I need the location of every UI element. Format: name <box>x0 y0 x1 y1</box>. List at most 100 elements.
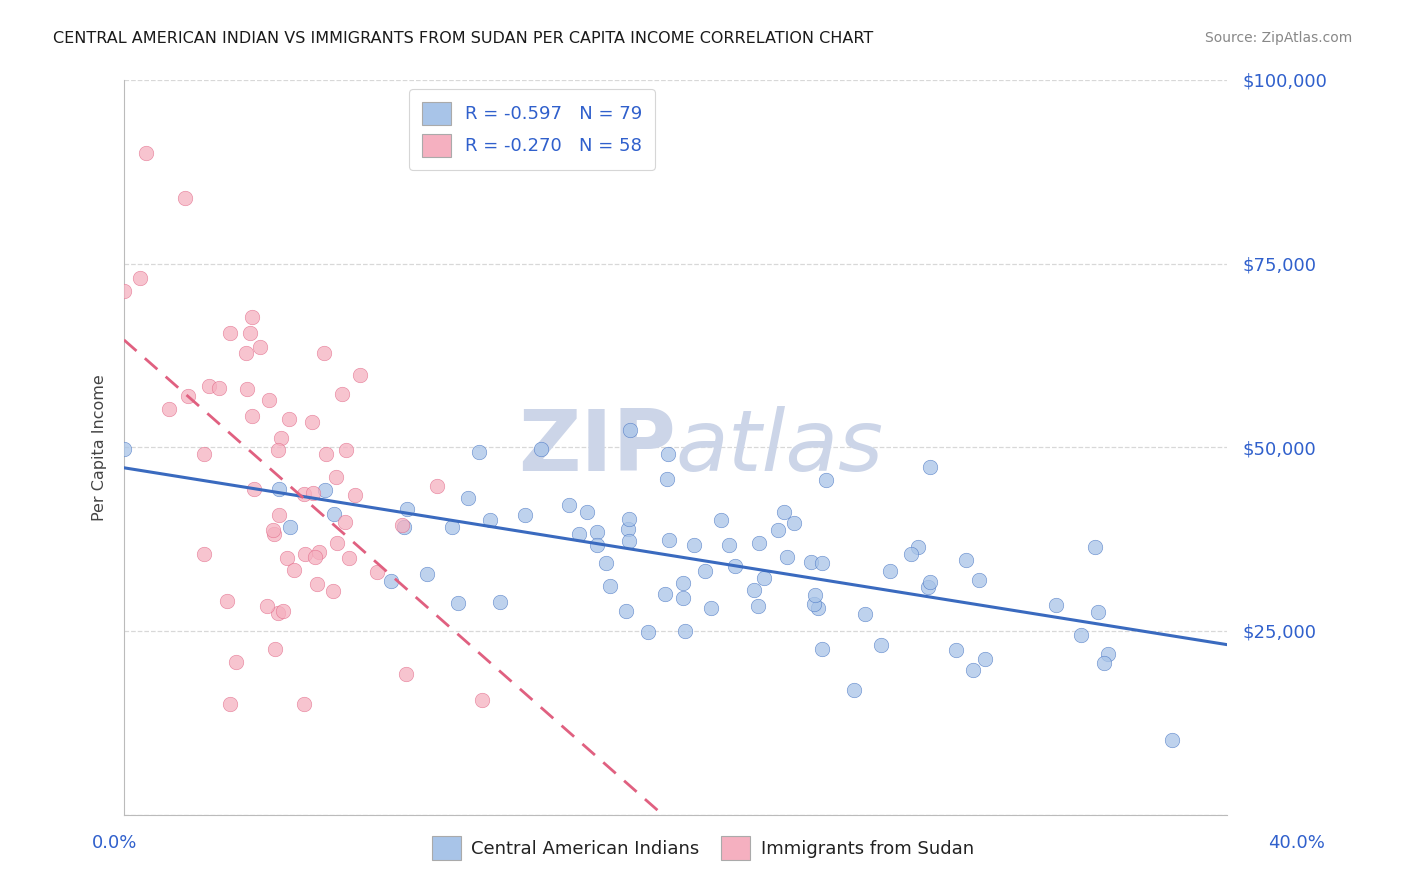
Point <box>292 487 315 501</box>
Point <box>312 346 335 360</box>
Point <box>870 638 893 652</box>
Point <box>804 588 827 602</box>
Point <box>292 698 315 712</box>
Point <box>920 574 942 589</box>
Point <box>672 576 695 591</box>
Point <box>695 564 717 578</box>
Point <box>173 190 195 204</box>
Point <box>457 491 479 505</box>
Point <box>177 388 200 402</box>
Point <box>599 579 621 593</box>
Point <box>614 604 637 618</box>
Point <box>208 381 231 395</box>
Point <box>335 443 357 458</box>
Point <box>723 558 745 573</box>
Point <box>271 604 294 618</box>
Point <box>343 488 366 502</box>
Point <box>270 432 292 446</box>
Point <box>803 597 825 611</box>
Text: 40.0%: 40.0% <box>1268 834 1324 852</box>
Point <box>585 538 607 552</box>
Point <box>308 545 330 559</box>
Text: Source: ZipAtlas.com: Source: ZipAtlas.com <box>1205 31 1353 45</box>
Point <box>239 326 262 340</box>
Legend: R = -0.597   N = 79, R = -0.270   N = 58: R = -0.597 N = 79, R = -0.270 N = 58 <box>409 89 655 169</box>
Point <box>267 483 290 497</box>
Legend: Central American Indians, Immigrants from Sudan: Central American Indians, Immigrants fro… <box>425 830 981 867</box>
Point <box>718 538 741 552</box>
Point <box>658 533 681 547</box>
Point <box>380 574 402 588</box>
Point <box>752 571 775 585</box>
Point <box>426 478 449 492</box>
Point <box>1084 540 1107 554</box>
Point <box>478 513 501 527</box>
Point <box>766 523 789 537</box>
Point <box>575 505 598 519</box>
Point <box>710 514 733 528</box>
Point <box>276 551 298 566</box>
Point <box>278 519 301 533</box>
Point <box>283 563 305 577</box>
Point <box>814 473 837 487</box>
Point <box>198 378 221 392</box>
Point <box>969 574 991 588</box>
Point <box>673 624 696 638</box>
Point <box>128 270 150 285</box>
Point <box>853 607 876 622</box>
Point <box>974 652 997 666</box>
Point <box>446 596 468 610</box>
Point <box>278 412 301 426</box>
Point <box>315 447 337 461</box>
Point <box>395 501 418 516</box>
Point <box>219 698 242 712</box>
Point <box>135 146 157 161</box>
Point <box>1070 628 1092 642</box>
Point <box>301 486 323 500</box>
Point <box>595 557 617 571</box>
Point <box>294 547 316 561</box>
Point <box>742 582 765 597</box>
Point <box>844 682 866 697</box>
Point <box>683 538 706 552</box>
Point <box>1045 598 1067 612</box>
Point <box>962 663 984 677</box>
Point <box>314 483 336 497</box>
Point <box>617 522 640 536</box>
Text: CENTRAL AMERICAN INDIAN VS IMMIGRANTS FROM SUDAN PER CAPITA INCOME CORRELATION C: CENTRAL AMERICAN INDIAN VS IMMIGRANTS FR… <box>53 31 873 46</box>
Point <box>657 471 679 485</box>
Point <box>879 565 901 579</box>
Point <box>467 445 489 459</box>
Point <box>392 520 415 534</box>
Point <box>568 527 591 541</box>
Point <box>366 566 388 580</box>
Point <box>1160 732 1182 747</box>
Point <box>637 624 659 639</box>
Point <box>157 402 180 417</box>
Point <box>747 599 769 614</box>
Point <box>619 512 641 526</box>
Point <box>301 415 323 429</box>
Point <box>748 536 770 550</box>
Point <box>193 547 215 561</box>
Point <box>257 392 280 407</box>
Point <box>304 550 326 565</box>
Point <box>256 599 278 614</box>
Point <box>325 470 347 484</box>
Point <box>672 591 695 606</box>
Point <box>800 554 823 568</box>
Point <box>558 498 581 512</box>
Point <box>240 310 263 324</box>
Point <box>945 643 967 657</box>
Point <box>262 523 284 537</box>
Point <box>337 550 360 565</box>
Point <box>217 594 239 608</box>
Point <box>322 507 344 521</box>
Point <box>907 540 929 554</box>
Point <box>391 518 413 533</box>
Point <box>333 515 356 529</box>
Point <box>657 447 679 461</box>
Point <box>654 587 676 601</box>
Point <box>330 387 353 401</box>
Text: ZIP: ZIP <box>517 406 675 489</box>
